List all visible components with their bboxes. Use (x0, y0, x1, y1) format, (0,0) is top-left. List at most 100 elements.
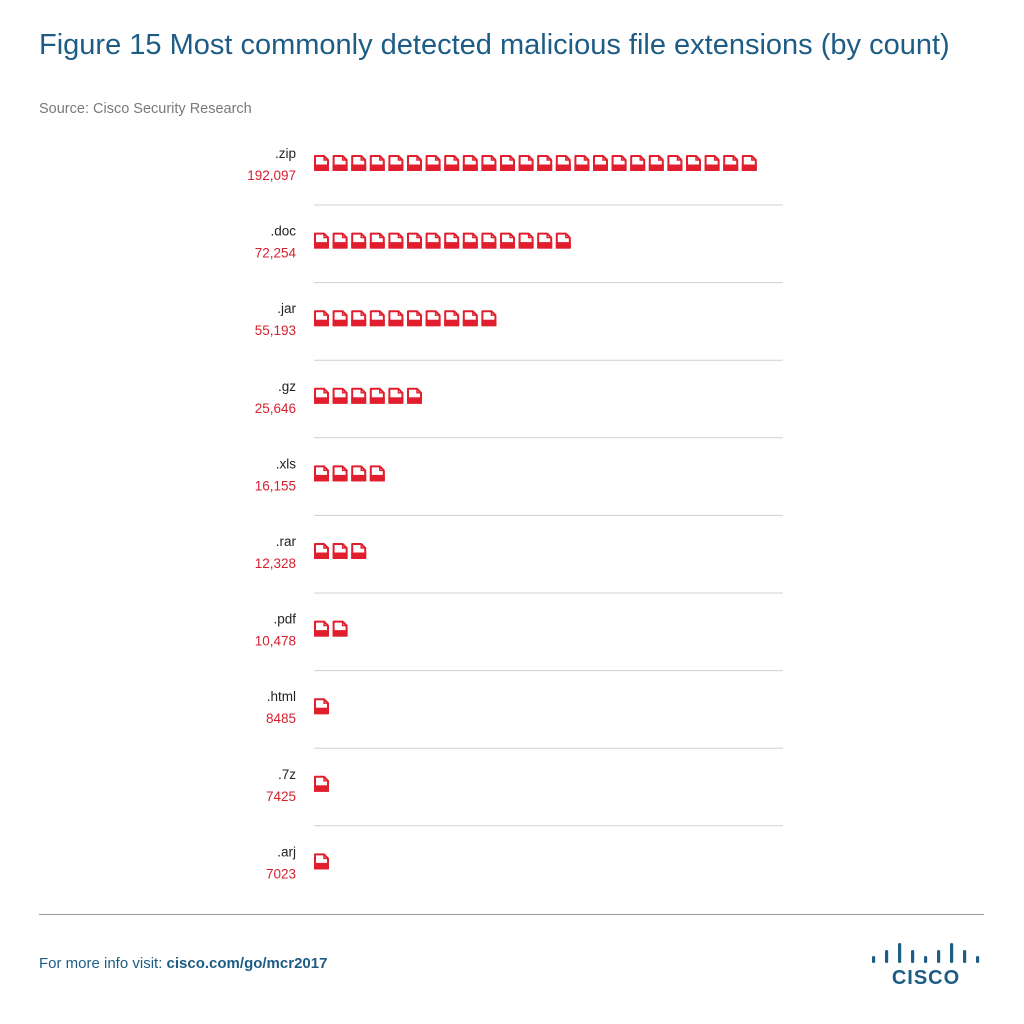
category-label: .7z (278, 767, 296, 782)
file-icon (537, 232, 553, 249)
pictogram-chart: .zip 192,097 .doc 72,254 .jar 55,193 .gz 25,646… (247, 146, 783, 881)
category-label: .arj (277, 844, 296, 859)
file-icon (518, 232, 534, 249)
file-icon (741, 155, 757, 171)
file-icon (444, 310, 460, 327)
category-label: .jar (277, 301, 296, 316)
file-icon (314, 620, 329, 637)
file-icon (388, 387, 404, 404)
value-label: 8485 (266, 711, 296, 726)
file-icon (407, 155, 422, 171)
chart-source: Source: Cisco Security Research (39, 101, 252, 117)
chart-row: .pdf 10,478 (255, 612, 783, 672)
file-icon (462, 155, 478, 171)
cisco-logo-wordmark: CISCO (892, 967, 960, 988)
file-icon (314, 543, 329, 559)
category-label: .gz (278, 379, 296, 394)
file-icon (444, 232, 460, 249)
file-icon (686, 155, 701, 171)
file-icon (388, 232, 404, 249)
category-label: .xls (276, 456, 297, 471)
file-icon (314, 775, 329, 792)
file-icon (369, 387, 385, 404)
file-icon (593, 155, 608, 171)
file-icon (351, 232, 367, 249)
file-icon (314, 465, 329, 482)
cisco-logo: CISCO (872, 943, 980, 988)
file-icon (369, 232, 385, 249)
file-icon (314, 310, 329, 327)
value-label: 55,193 (255, 323, 296, 338)
file-icon (462, 310, 478, 327)
file-icon (667, 155, 683, 171)
chart-row: .7z 7425 (266, 767, 783, 827)
file-icon (481, 155, 497, 171)
chart-row: .jar 55,193 (255, 301, 783, 361)
category-label: .doc (270, 224, 296, 239)
file-icon (351, 155, 367, 171)
file-icon (369, 310, 385, 327)
chart-row: .html 8485 (266, 689, 783, 749)
value-label: 192,097 (247, 168, 296, 183)
file-icon (388, 155, 404, 171)
footer-info: For more info visit: cisco.com/go/mcr201… (39, 955, 327, 972)
file-icon (537, 155, 553, 171)
file-icon (444, 155, 460, 171)
value-label: 16,155 (255, 478, 296, 493)
file-icon (351, 465, 367, 482)
value-label: 12,328 (255, 556, 296, 571)
chart-title: Figure 15 Most commonly detected malicio… (39, 29, 950, 61)
file-icon (351, 543, 367, 559)
file-icon (388, 310, 404, 327)
file-icon (425, 155, 441, 171)
file-icon (555, 232, 571, 249)
value-label: 72,254 (255, 246, 297, 261)
chart-row: .zip 192,097 (247, 146, 783, 206)
chart-row: .gz 25,646 (255, 379, 783, 439)
category-label: .html (267, 689, 296, 704)
file-icon (611, 155, 627, 171)
file-icon (407, 387, 422, 404)
file-icon (332, 310, 348, 327)
footer-link[interactable]: cisco.com/go/mcr2017 (166, 955, 328, 972)
file-icon (500, 232, 515, 249)
category-label: .zip (275, 146, 296, 161)
file-icon (351, 310, 367, 327)
file-icon (351, 387, 367, 404)
file-icon (407, 232, 422, 249)
file-icon (314, 232, 329, 249)
file-icon (314, 698, 329, 715)
chart-row: .doc 72,254 (255, 224, 783, 284)
value-label: 7425 (266, 789, 296, 804)
file-icon (314, 853, 329, 870)
file-icon (518, 155, 534, 171)
file-icon (704, 155, 720, 171)
file-icon (723, 155, 739, 171)
file-icon (369, 465, 385, 482)
file-icon (332, 543, 348, 559)
file-icon (555, 155, 571, 171)
file-icon (369, 155, 385, 171)
footer-divider (39, 914, 984, 915)
file-icon (332, 465, 348, 482)
footer-prefix: For more info visit: (39, 955, 167, 972)
category-label: .pdf (273, 612, 296, 627)
value-label: 10,478 (255, 634, 296, 649)
file-icon (425, 232, 441, 249)
file-icon (500, 155, 515, 171)
cisco-logo-bars (872, 943, 980, 963)
chart-row: .arj 7023 (266, 844, 329, 881)
value-label: 7023 (266, 866, 296, 881)
file-icon (648, 155, 664, 171)
chart-row: .rar 12,328 (255, 534, 783, 594)
category-label: .rar (276, 534, 297, 549)
file-icon (462, 232, 478, 249)
file-icon (332, 387, 348, 404)
file-icon (314, 155, 329, 171)
file-icon (630, 155, 646, 171)
chart-row: .xls 16,155 (255, 456, 783, 516)
value-label: 25,646 (255, 401, 296, 416)
file-icon (574, 155, 590, 171)
file-icon (481, 232, 497, 249)
file-icon (332, 232, 348, 249)
